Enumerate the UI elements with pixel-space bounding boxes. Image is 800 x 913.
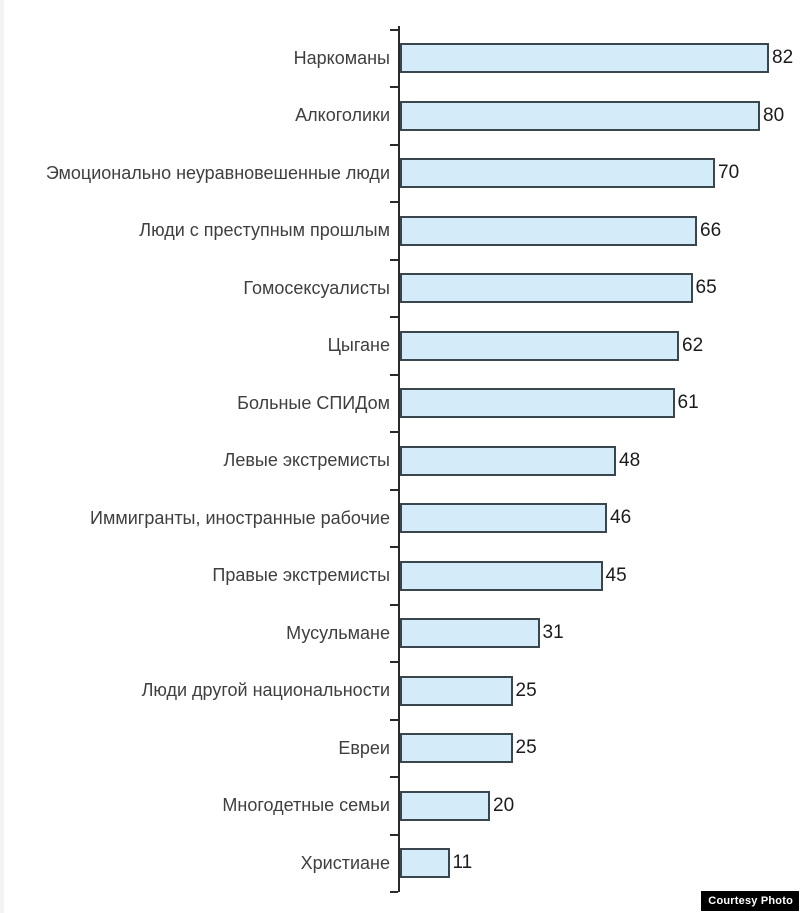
chart-row: Эмоционально неуравновешенные люди 70 <box>0 145 800 203</box>
value-label: 48 <box>619 449 641 471</box>
chart-row: Больные СПИДом 61 <box>0 375 800 433</box>
chart-row: Евреи 25 <box>0 720 800 778</box>
axis-tick <box>390 833 398 836</box>
category-label: Мусульмане <box>286 622 390 643</box>
category-label: Евреи <box>338 737 390 758</box>
chart-row: Правые экстремисты 45 <box>0 547 800 605</box>
chart-row: Люди с преступным прошлым 66 <box>0 202 800 260</box>
bar <box>400 273 693 304</box>
chart-row: Христиане 11 <box>0 835 800 893</box>
category-label: Больные СПИДом <box>237 392 390 413</box>
category-label: Эмоционально неуравновешенные люди <box>45 162 390 183</box>
chart-row: Цыгане 62 <box>0 317 800 375</box>
chart-row: Алкоголики 80 <box>0 87 800 145</box>
chart-row: Мусульмане 31 <box>0 605 800 663</box>
category-label: Многодетные семьи <box>222 795 390 815</box>
bar <box>400 503 607 534</box>
category-label: Иммигранты, иностранные рабочие <box>90 507 390 528</box>
value-label: 25 <box>515 737 537 759</box>
value-label: 82 <box>772 47 794 69</box>
axis-tick <box>390 661 398 663</box>
value-label: 65 <box>695 277 717 299</box>
value-label: 61 <box>677 392 699 414</box>
value-label: 66 <box>700 219 722 241</box>
axis-tick <box>390 258 398 261</box>
bar <box>400 43 769 74</box>
bar <box>400 330 679 361</box>
bar <box>400 675 513 706</box>
axis-tick <box>390 201 398 203</box>
chart-row: Гомосексуалисты 65 <box>0 260 800 318</box>
bar <box>400 560 603 591</box>
left-edge-strip <box>0 0 4 913</box>
value-label: 70 <box>718 162 740 184</box>
value-label: 62 <box>682 334 704 356</box>
axis-tick <box>390 373 398 376</box>
category-label: Цыгане <box>327 335 390 355</box>
category-label: Правые экстремисты <box>212 565 390 585</box>
category-label: Христиане <box>300 852 390 873</box>
category-label: Наркоманы <box>293 47 390 68</box>
bar <box>400 733 513 764</box>
value-label: 45 <box>605 564 627 586</box>
value-label: 20 <box>493 794 515 816</box>
bar <box>400 445 616 476</box>
axis-tick <box>390 143 398 146</box>
bar <box>400 215 697 246</box>
bar <box>400 790 490 821</box>
axis-tick <box>390 603 398 606</box>
value-label: 80 <box>763 104 785 126</box>
axis-tick <box>390 718 398 721</box>
axis-tick <box>390 776 398 778</box>
value-label: 31 <box>542 622 564 644</box>
category-label: Левые экстремисты <box>223 450 390 470</box>
y-axis-line <box>398 26 400 892</box>
value-label: 46 <box>610 507 632 529</box>
chart-row: Левые экстремисты 48 <box>0 432 800 490</box>
axis-tick <box>390 316 398 318</box>
chart-row: Наркоманы 82 <box>0 30 800 88</box>
axis-tick <box>390 431 398 433</box>
bar <box>400 100 760 131</box>
axis-tick <box>390 86 398 88</box>
axis-tick <box>390 891 398 893</box>
bar <box>400 618 540 649</box>
chart-row: Люди другой национальности 25 <box>0 662 800 720</box>
bar <box>400 158 715 189</box>
bar <box>400 848 450 879</box>
category-label: Гомосексуалисты <box>243 277 390 298</box>
value-label: 25 <box>515 679 537 701</box>
value-label: 11 <box>452 852 473 874</box>
axis-tick <box>390 488 398 491</box>
category-label: Люди другой национальности <box>141 680 390 700</box>
category-label: Люди с преступным прошлым <box>139 220 390 240</box>
axis-tick <box>390 28 398 31</box>
courtesy-photo-badge: Courtesy Photo <box>701 891 799 911</box>
chart-row: Иммигранты, иностранные рабочие 46 <box>0 490 800 548</box>
bar <box>400 388 675 419</box>
category-label: Алкоголики <box>295 105 390 125</box>
axis-tick <box>390 546 398 548</box>
chart-row: Многодетные семьи 20 <box>0 777 800 835</box>
